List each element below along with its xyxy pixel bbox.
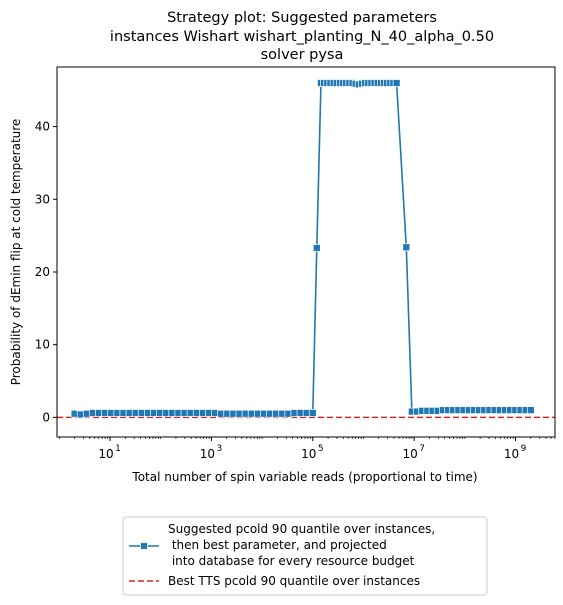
x-tick-label: 10: [403, 447, 418, 461]
x-axis: 10 1 10 3 10 5 10 7 10 9: [59, 437, 555, 461]
y-axis-label: Probability of dEmin flip at cold temper…: [9, 119, 23, 386]
x-tick-exponent: 3: [217, 444, 223, 454]
x-tick-label: 10: [200, 447, 215, 461]
legend-entry-best-tts: Best TTS pcold 90 quantile over instance…: [168, 574, 420, 588]
y-tick-label: 30: [35, 192, 50, 206]
x-tick-exponent: 7: [419, 444, 425, 454]
y-axis: 0 10 20 30 40: [35, 120, 57, 425]
x-tick-label: 10: [504, 447, 519, 461]
y-tick-label: 40: [35, 120, 50, 134]
x-tick-exponent: 9: [521, 444, 527, 454]
series-line: [75, 83, 531, 414]
legend: Suggested pcold 90 quantile over instanc…: [123, 517, 487, 595]
x-tick-exponent: 1: [115, 444, 121, 454]
data-point: [527, 407, 534, 414]
chart-title-line-3: solver pysa: [261, 47, 344, 63]
data-point: [393, 79, 400, 86]
x-axis-label: Total number of spin variable reads (pro…: [131, 470, 477, 484]
y-tick-label: 20: [35, 265, 50, 279]
chart-title-line-2: instances Wishart wishart_planting_N_40_…: [110, 29, 494, 45]
y-tick-label: 0: [42, 410, 50, 424]
plot-frame: [57, 67, 555, 437]
legend-square-marker-swatch: [141, 543, 148, 550]
data-point: [403, 244, 410, 251]
x-tick-exponent: 5: [318, 444, 324, 454]
x-tick-label: 10: [301, 447, 316, 461]
data-point: [313, 245, 320, 252]
x-tick-label: 10: [98, 447, 113, 461]
y-tick-label: 10: [35, 338, 50, 352]
plot-area: [57, 79, 555, 417]
chart-title-line-1: Strategy plot: Suggested parameters: [167, 10, 437, 26]
data-point: [309, 410, 316, 417]
